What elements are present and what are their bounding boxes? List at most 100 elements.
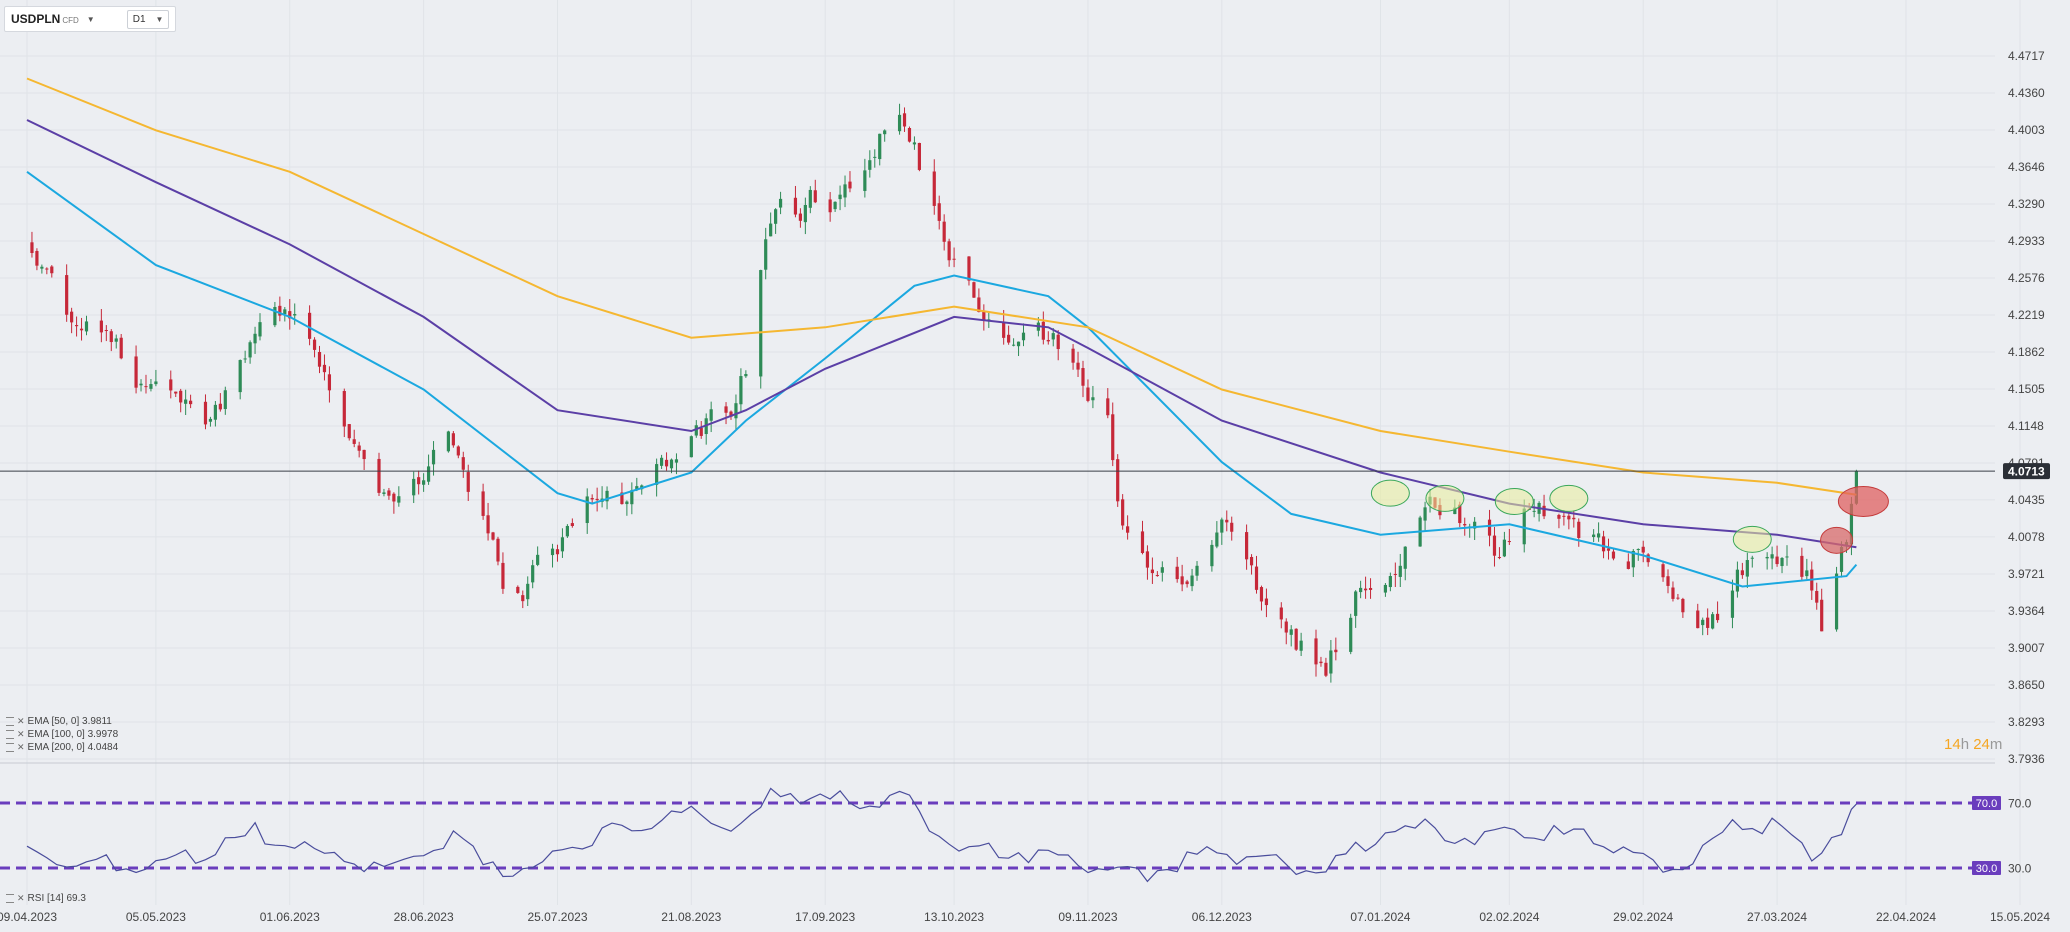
- candle: [550, 548, 555, 556]
- candle: [902, 113, 907, 127]
- candle: [977, 297, 981, 313]
- candle: [1051, 333, 1055, 340]
- symbol-selector[interactable]: USDPLN CFD: [11, 10, 79, 28]
- candle: [70, 311, 74, 323]
- instrument-toolbar: USDPLN CFD ▼ D1 ▼: [4, 6, 177, 32]
- candle: [1160, 567, 1164, 573]
- y-tick-label: 3.8650: [2008, 678, 2045, 692]
- candle: [590, 497, 594, 500]
- candle: [774, 209, 778, 224]
- candle: [1458, 504, 1462, 524]
- candle: [605, 490, 609, 502]
- x-tick-label: 27.03.2024: [1747, 910, 1807, 924]
- candle: [1775, 556, 1779, 565]
- candle: [912, 142, 917, 145]
- candle: [1596, 533, 1601, 538]
- x-tick-label: 21.08.2023: [661, 910, 721, 924]
- candle: [397, 496, 401, 503]
- candle: [630, 490, 634, 505]
- candle: [744, 374, 748, 377]
- highlight-marker: [1837, 485, 1889, 517]
- candle: [1730, 590, 1735, 618]
- candle: [322, 364, 327, 373]
- candle: [238, 360, 242, 393]
- candle: [426, 466, 431, 482]
- settings-icon[interactable]: [6, 730, 14, 739]
- symbol-label: USDPLN: [11, 12, 61, 26]
- candles: [30, 103, 1858, 683]
- x-tick-label: 28.06.2023: [394, 910, 454, 924]
- candle: [491, 532, 495, 540]
- settings-icon[interactable]: [6, 743, 14, 752]
- candle: [382, 492, 386, 494]
- legend-rsi: ✕ RSI [14] 69.3: [6, 893, 86, 904]
- candle: [74, 325, 79, 327]
- candle: [1820, 599, 1824, 632]
- candle: [1016, 341, 1021, 347]
- close-icon[interactable]: ✕: [17, 893, 25, 903]
- candle: [1230, 522, 1234, 532]
- candle: [1140, 531, 1145, 554]
- candle: [1354, 591, 1358, 616]
- candle: [1111, 414, 1115, 461]
- timeframe-select[interactable]: D1 ▼: [126, 9, 170, 29]
- candle: [803, 204, 807, 223]
- candle: [79, 328, 84, 331]
- candle: [967, 256, 971, 281]
- candle: [952, 258, 956, 260]
- highlight-marker: [1370, 479, 1410, 507]
- candle: [288, 311, 292, 319]
- candle: [1299, 640, 1303, 651]
- y-tick-label: 3.8293: [2008, 715, 2045, 729]
- close-icon[interactable]: ✕: [17, 742, 25, 752]
- close-icon[interactable]: ✕: [17, 729, 25, 739]
- y-tick-label: 3.7936: [2008, 752, 2045, 766]
- candle: [30, 242, 34, 254]
- candle: [496, 538, 500, 562]
- highlight-marker: [1425, 484, 1465, 512]
- candle: [1319, 661, 1323, 664]
- y-tick-label: 4.4003: [2008, 123, 2045, 137]
- candle: [1745, 560, 1749, 577]
- candle: [278, 305, 282, 316]
- candle: [1706, 617, 1710, 628]
- candle: [694, 425, 698, 436]
- candle: [45, 268, 49, 270]
- x-axis: 09.04.2023 05.05.2023 01.06.2023 28.06.2023…: [0, 910, 2050, 924]
- candle: [218, 403, 222, 410]
- candle: [189, 400, 193, 405]
- settings-icon[interactable]: [6, 894, 14, 903]
- candle: [1567, 515, 1571, 520]
- candle: [1180, 576, 1184, 585]
- candle: [764, 239, 768, 270]
- candle: [1641, 546, 1645, 553]
- highlight-marker: [1820, 526, 1854, 554]
- timeframe-label: D1: [132, 13, 146, 25]
- candle: [907, 128, 912, 142]
- candle: [149, 384, 153, 389]
- close-icon[interactable]: ✕: [17, 716, 25, 726]
- candle: [417, 477, 421, 485]
- candle: [307, 312, 312, 339]
- candle: [1671, 587, 1675, 599]
- candle: [1150, 569, 1155, 574]
- candle: [1329, 650, 1333, 674]
- settings-icon[interactable]: [6, 717, 14, 726]
- y-tick-label: 4.0078: [2008, 530, 2045, 544]
- caret-down-icon[interactable]: ▼: [86, 14, 95, 24]
- candle: [1249, 556, 1254, 566]
- candle: [327, 374, 332, 391]
- candle: [1185, 581, 1189, 585]
- x-tick-label: 22.04.2024: [1876, 910, 1936, 924]
- candle: [917, 142, 921, 170]
- candle: [1076, 362, 1080, 370]
- candle: [134, 356, 138, 388]
- highlight-marker: [1732, 525, 1772, 553]
- candle: [565, 525, 569, 537]
- y-tick-label: 4.1148: [2008, 419, 2044, 433]
- caret-down-icon: ▼: [155, 14, 164, 24]
- candle: [362, 449, 366, 460]
- candle: [1715, 613, 1720, 621]
- candle: [863, 170, 867, 191]
